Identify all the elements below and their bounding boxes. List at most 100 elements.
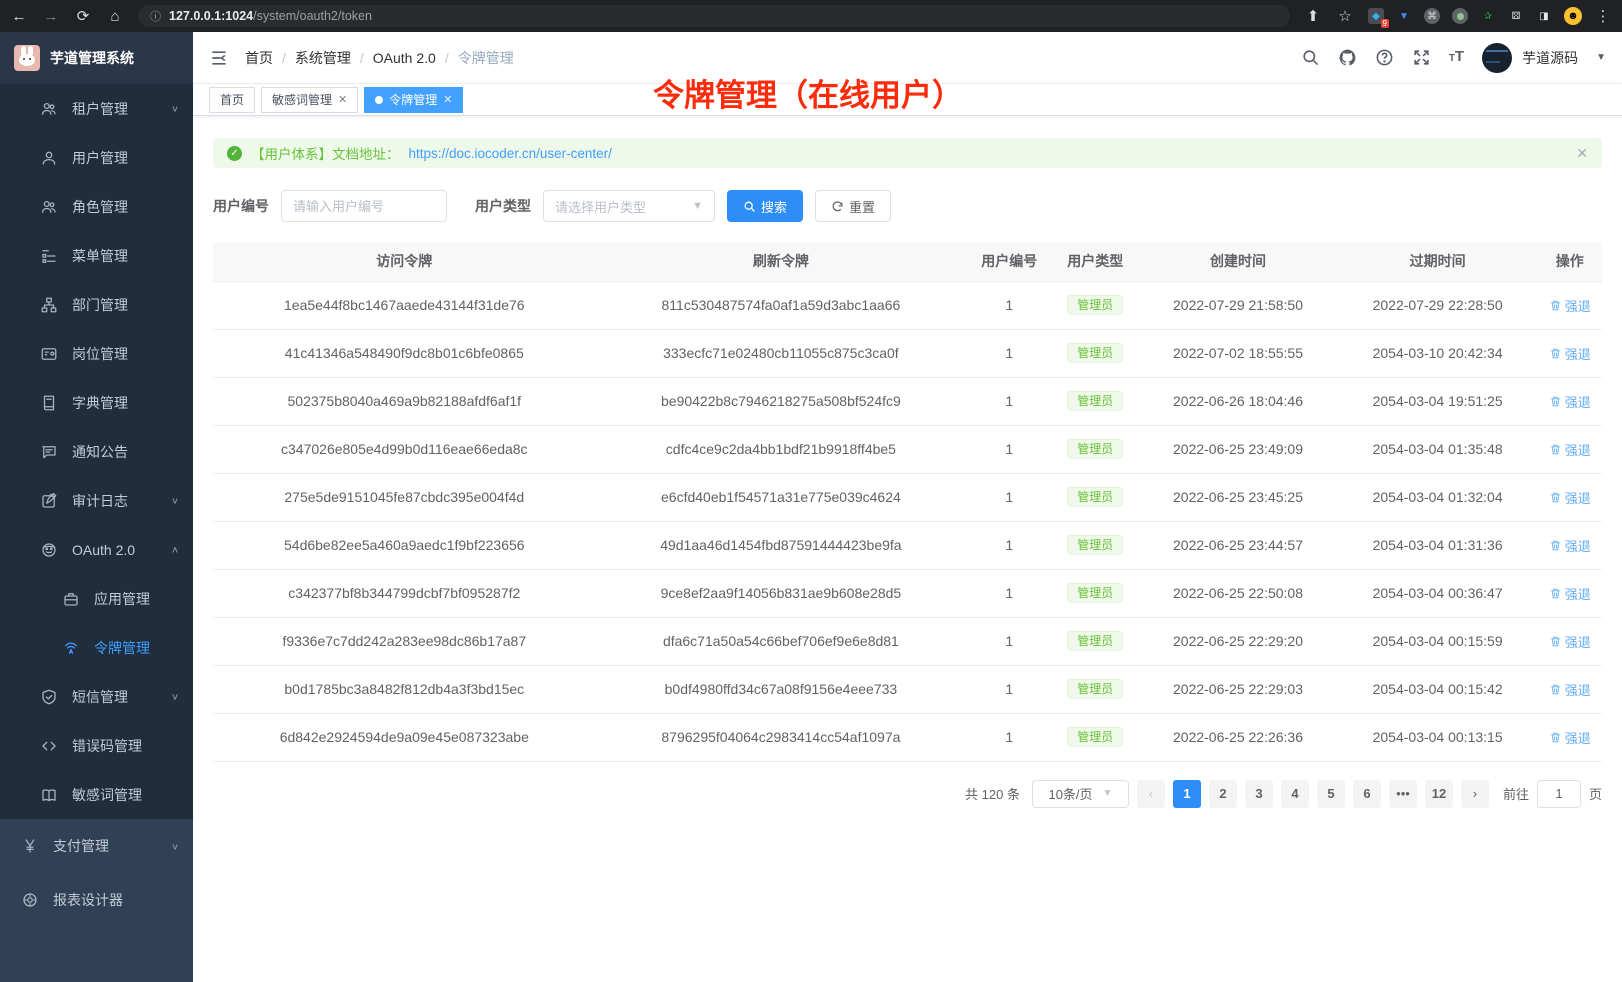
extension-star-icon[interactable]: ✰: [1483, 10, 1493, 22]
page-button-12[interactable]: 12: [1424, 779, 1453, 808]
address-bar[interactable]: ⓘ 127.0.0.1:1024/system/oauth2/token: [138, 5, 1290, 27]
sidebar-item-短信管理[interactable]: 短信管理 ∨: [0, 672, 193, 721]
expires-cell: 2054-03-04 19:51:25: [1337, 377, 1538, 426]
page-button-...[interactable]: •••: [1388, 779, 1417, 808]
refresh-token-cell: 9ce8ef2aa9f14056b831ae9b608e28d5: [595, 569, 967, 618]
user-name[interactable]: 芋道源码: [1522, 49, 1579, 66]
sidebar-item-支付管理[interactable]: 支付管理 ∨: [0, 819, 193, 873]
search-button-icon: [744, 201, 755, 212]
font-size-icon[interactable]: TT: [1448, 48, 1465, 65]
collapse-sidebar-icon[interactable]: [209, 48, 229, 68]
sidebar-item-错误码管理[interactable]: 错误码管理: [0, 721, 193, 770]
next-page-button[interactable]: ›: [1460, 779, 1489, 808]
created-cell: 2022-06-25 22:26:36: [1138, 713, 1338, 762]
trash-icon: [1550, 396, 1560, 406]
browser-profile-avatar[interactable]: ☻: [1564, 7, 1582, 25]
breadcrumb-item[interactable]: OAuth 2.0: [372, 49, 436, 66]
page-button-4[interactable]: 4: [1280, 779, 1309, 808]
refresh-token-cell: e6cfd40eb1f54571a31e775e039c4624: [595, 473, 967, 522]
page-button-2[interactable]: 2: [1208, 779, 1237, 808]
forward-icon[interactable]: →: [43, 7, 59, 25]
sidebar-item-部门管理[interactable]: 部门管理: [0, 280, 193, 329]
breadcrumb-item[interactable]: 首页: [245, 49, 273, 66]
force-logout-button[interactable]: 强退: [1549, 440, 1591, 459]
force-logout-button[interactable]: 强退: [1549, 296, 1591, 315]
extension-gem-icon[interactable]: ▼: [1399, 10, 1409, 22]
sidebar-item-用户管理[interactable]: 用户管理: [0, 133, 193, 182]
sidebar-item-菜单管理[interactable]: 菜单管理: [0, 231, 193, 280]
reload-icon[interactable]: ⟳: [76, 8, 90, 25]
sidebar-item-应用管理[interactable]: 应用管理: [0, 574, 193, 623]
force-logout-button[interactable]: 强退: [1549, 392, 1591, 411]
user-type-badge: 管理员: [1067, 487, 1124, 507]
search-icon[interactable]: [1301, 48, 1320, 67]
filter-form: 用户编号 用户类型 请选择用户类型 ▼ 搜索 重置: [213, 190, 1602, 222]
user-menu-caret-icon[interactable]: ▼: [1596, 52, 1606, 63]
tab-首页[interactable]: 首页: [209, 86, 256, 113]
user-type-badge: 管理员: [1067, 679, 1124, 699]
github-icon[interactable]: [1338, 48, 1357, 67]
home-icon[interactable]: ⌂: [110, 7, 120, 25]
extension-split-icon[interactable]: ◨: [1539, 10, 1549, 22]
users-icon: [41, 102, 56, 115]
share-icon[interactable]: ⬆: [1306, 8, 1320, 25]
sidebar-item-租户管理[interactable]: 租户管理 ∨: [0, 84, 193, 133]
fullscreen-icon[interactable]: [1412, 48, 1431, 67]
access-token-cell: 502375b8040a469a9b82188afdf6af1f: [213, 377, 596, 426]
sidebar-item-敏感词管理[interactable]: 敏感词管理: [0, 770, 193, 819]
bookmark-star-icon[interactable]: ☆: [1338, 8, 1352, 25]
refresh-token-cell: 333ecfc71e02480cb11055c875c3ca0f: [595, 329, 967, 378]
access-token-cell: f9336e7c7dd242a283ee98dc86b17a87: [213, 617, 596, 666]
page-button-3[interactable]: 3: [1244, 779, 1273, 808]
help-icon[interactable]: [1375, 48, 1394, 67]
breadcrumb-item[interactable]: 系统管理: [294, 49, 351, 66]
doc-link[interactable]: https://doc.iocoder.cn/user-center/: [408, 145, 612, 161]
force-logout-button[interactable]: 强退: [1549, 344, 1591, 363]
alert-close-icon[interactable]: ✕: [1576, 144, 1588, 161]
user-id-input[interactable]: [281, 190, 447, 222]
extension-command-icon[interactable]: ⌘: [1424, 8, 1440, 24]
prev-page-button[interactable]: ‹: [1136, 779, 1165, 808]
app-logo-row[interactable]: 芋道管理系统: [0, 32, 193, 84]
sidebar-item-通知公告[interactable]: 通知公告: [0, 427, 193, 476]
tab-close-icon[interactable]: ✕: [443, 94, 453, 106]
tab-令牌管理[interactable]: 令牌管理 ✕: [364, 86, 464, 113]
force-logout-button[interactable]: 强退: [1549, 536, 1591, 555]
sidebar-item-岗位管理[interactable]: 岗位管理: [0, 329, 193, 378]
reset-button[interactable]: 重置: [815, 190, 892, 222]
back-icon[interactable]: ←: [11, 7, 27, 25]
user-type-badge: 管理员: [1067, 391, 1124, 411]
force-logout-button[interactable]: 强退: [1549, 584, 1591, 603]
user-type-select[interactable]: 请选择用户类型 ▼: [543, 190, 715, 222]
access-token-cell: 275e5de9151045fe87cbdc395e004f4d: [213, 473, 596, 522]
force-logout-button[interactable]: 强退: [1549, 488, 1591, 507]
user-id-cell: 1: [966, 713, 1053, 762]
token-table: 访问令牌 刷新令牌 用户编号 用户类型 创建时间 过期时间 操作 1ea5e44f8bc14…: [213, 242, 1602, 762]
sidebar-item-报表设计器[interactable]: 报表设计器: [0, 873, 193, 927]
site-info-icon[interactable]: ⓘ: [150, 11, 161, 23]
force-logout-button[interactable]: 强退: [1549, 680, 1591, 699]
force-logout-button[interactable]: 强退: [1549, 728, 1591, 747]
tab-close-icon[interactable]: ✕: [338, 94, 348, 106]
tab-敏感词管理[interactable]: 敏感词管理 ✕: [261, 86, 359, 113]
sidebar-item-角色管理[interactable]: 角色管理: [0, 182, 193, 231]
page-button-5[interactable]: 5: [1316, 779, 1345, 808]
extension-record-icon[interactable]: [1452, 8, 1468, 24]
search-button[interactable]: 搜索: [727, 190, 804, 222]
user-type-placeholder: 请选择用户类型: [555, 199, 647, 215]
chevron-up-icon: ∧: [170, 545, 179, 555]
browser-menu-icon[interactable]: ⋮: [1595, 8, 1611, 25]
force-logout-button[interactable]: 强退: [1549, 632, 1591, 651]
sidebar-item-审计日志[interactable]: 审计日志 ∨: [0, 476, 193, 525]
extension-puzzle-icon[interactable]: ⚄: [1511, 10, 1521, 22]
extension-grid-icon[interactable]: ◆ 9: [1368, 8, 1389, 28]
jump-page-input[interactable]: [1536, 779, 1581, 808]
sidebar-item-令牌管理[interactable]: 令牌管理: [0, 623, 193, 672]
refresh-token-cell: b0df4980ffd34c67a08f9156e4eee733: [595, 665, 967, 714]
sidebar-item-OAuth 2.0[interactable]: OAuth 2.0 ∧: [0, 525, 193, 574]
sidebar-item-字典管理[interactable]: 字典管理: [0, 378, 193, 427]
page-button-6[interactable]: 6: [1352, 779, 1381, 808]
page-size-select[interactable]: 10条/页 ▼: [1031, 779, 1129, 808]
page-button-1[interactable]: 1: [1172, 779, 1201, 808]
user-avatar[interactable]: [1482, 42, 1513, 73]
